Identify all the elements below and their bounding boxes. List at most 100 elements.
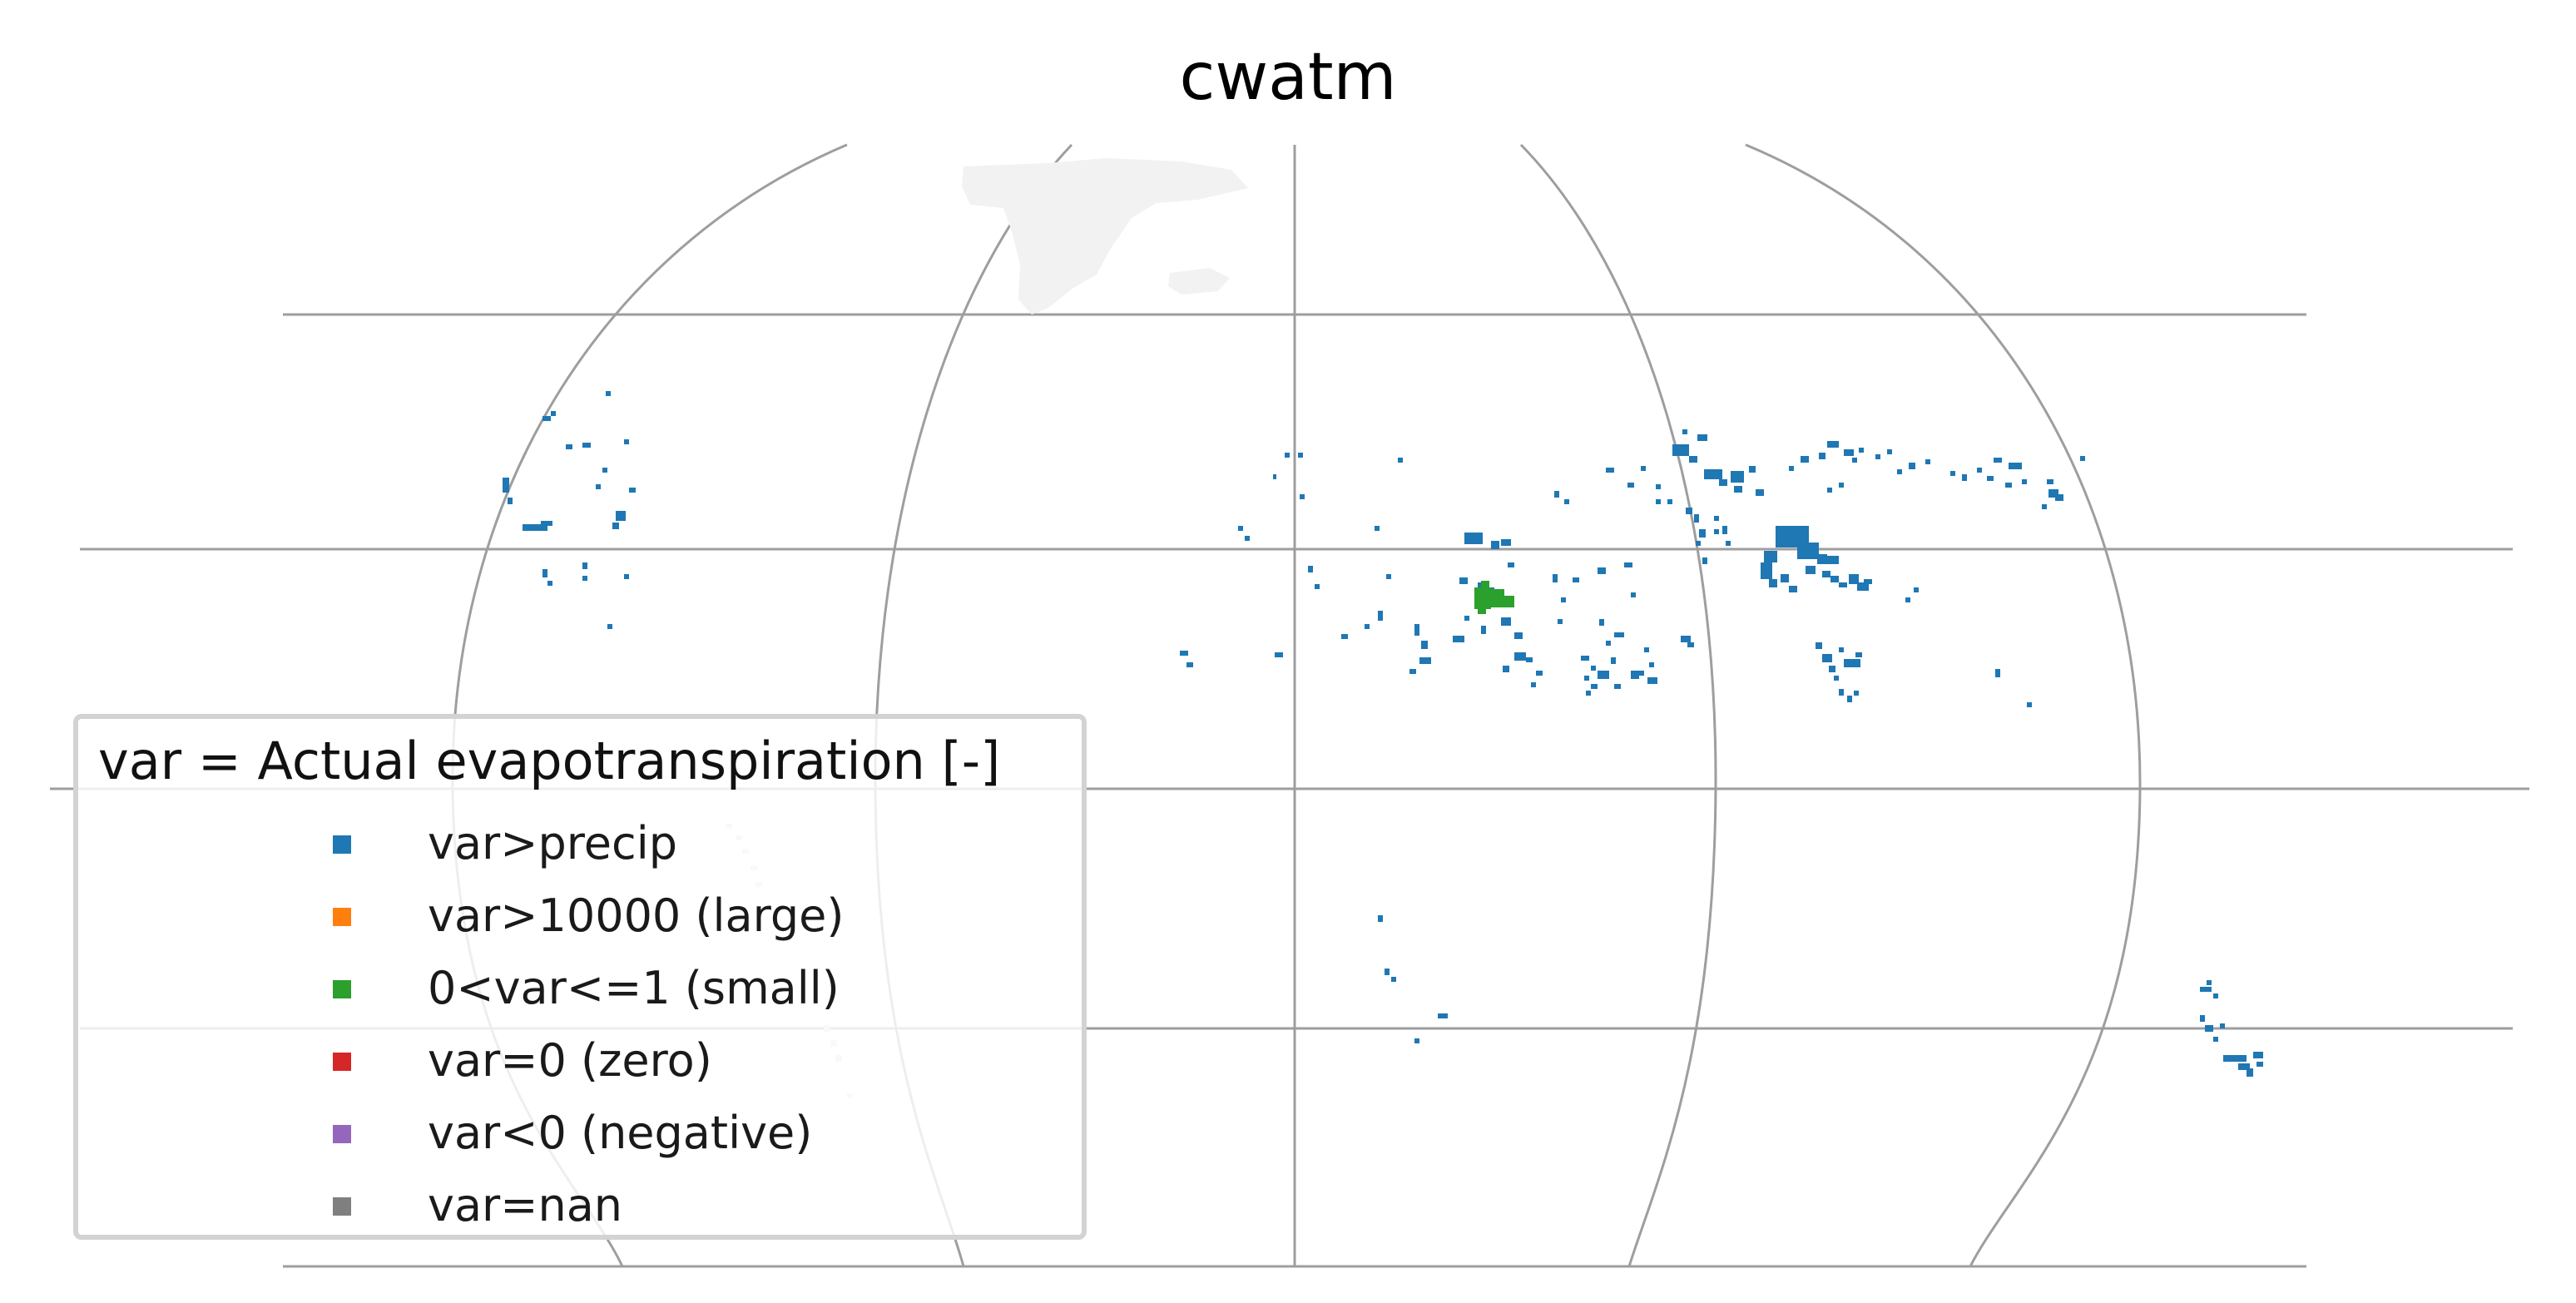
data-cell — [2005, 483, 2012, 488]
landmass-shape — [962, 158, 1248, 315]
data-cell — [1844, 449, 1854, 456]
data-cell — [1704, 469, 1722, 479]
data-cell — [1606, 641, 1611, 646]
data-cell — [1849, 574, 1859, 584]
data-cell — [1995, 669, 2000, 677]
data-cell — [1508, 562, 1514, 567]
data-cell — [1839, 647, 1844, 652]
land-shading — [962, 158, 1248, 315]
data-cell — [2200, 1015, 2205, 1022]
data-cell — [1681, 636, 1691, 642]
data-cell — [2048, 489, 2058, 498]
data-cell — [1731, 471, 1744, 483]
data-cell — [1909, 463, 1915, 469]
data-cell — [1438, 1013, 1448, 1018]
data-cell — [1834, 676, 1839, 681]
data-cell — [1656, 484, 1661, 489]
data-cell — [2200, 987, 2212, 992]
data-cell — [1839, 582, 1847, 587]
data-cell — [1726, 541, 1731, 546]
data-cell — [1598, 567, 1606, 574]
data-cell — [1298, 453, 1303, 458]
data-cell — [1631, 592, 1636, 597]
data-cell — [1300, 494, 1305, 499]
data-cell — [1649, 662, 1654, 667]
data-cell — [1491, 541, 1499, 549]
data-cell — [1854, 691, 1859, 696]
data-cell — [1789, 586, 1797, 592]
data-cell — [1855, 652, 1862, 657]
legend-label: var=0 (zero) — [428, 1034, 712, 1087]
data-cell — [607, 624, 612, 629]
data-cell-small — [1504, 596, 1514, 607]
legend-label: var<0 (negative) — [428, 1107, 813, 1159]
data-cell — [508, 498, 513, 504]
data-cell — [2213, 993, 2218, 998]
legend-label: var=nan — [428, 1179, 623, 1231]
data-cell — [1459, 577, 1468, 584]
legend-title: var = Actual evapotranspiration [-] — [98, 731, 1001, 791]
data-cell — [1962, 474, 1967, 481]
data-cell — [1950, 471, 1955, 476]
data-cell — [2047, 479, 2053, 484]
data-cell — [1514, 652, 1526, 661]
data-cell — [1696, 541, 1701, 546]
data-cell — [2055, 494, 2063, 501]
data-cell — [606, 391, 611, 396]
data-cell — [582, 576, 587, 581]
data-cell — [1672, 444, 1689, 456]
data-cell — [1827, 488, 1832, 493]
data-cell — [1839, 483, 1844, 488]
data-cell — [1385, 969, 1390, 975]
data-cell — [1734, 486, 1742, 493]
legend-swatch — [333, 980, 351, 998]
data-cell — [2042, 504, 2047, 509]
data-cell — [1238, 526, 1243, 531]
data-cell — [1501, 539, 1511, 546]
data-cell — [1806, 566, 1816, 574]
data-cell — [1925, 459, 1930, 464]
data-cell — [1536, 671, 1543, 676]
data-cell — [1614, 632, 1624, 637]
data-cell — [2256, 1062, 2263, 1067]
data-cell — [1687, 642, 1694, 647]
data-cell — [1554, 491, 1559, 498]
data-cell — [1503, 666, 1509, 672]
data-cell — [1409, 669, 1416, 674]
data-cell — [2207, 980, 2212, 985]
data-cell — [1245, 536, 1250, 541]
data-cell — [1819, 453, 1825, 459]
data-cell — [1561, 597, 1566, 602]
data-cell — [1378, 611, 1383, 621]
data-cell — [2080, 456, 2085, 461]
data-cell — [616, 511, 626, 521]
data-cell — [1386, 574, 1391, 579]
data-cell — [1599, 619, 1604, 626]
data-cell — [1844, 659, 1860, 667]
data-cell-small — [1474, 587, 1491, 609]
data-cell — [542, 416, 551, 421]
data-cell — [1847, 696, 1852, 702]
data-cell — [1365, 624, 1370, 629]
data-cell — [1591, 684, 1598, 689]
data-cell — [1558, 619, 1563, 624]
data-cell — [1822, 654, 1832, 662]
data-cell — [1624, 562, 1632, 567]
data-cell — [542, 569, 547, 577]
landmass-shape — [1168, 268, 1230, 295]
data-cell — [547, 581, 552, 586]
data-cell — [1611, 657, 1616, 664]
data-cell — [1341, 634, 1348, 639]
data-cell — [566, 444, 572, 449]
data-cell — [612, 523, 619, 529]
data-cell — [1644, 647, 1649, 652]
data-cell — [2022, 479, 2027, 484]
legend-label: var>10000 (large) — [428, 889, 845, 942]
legend-swatch — [333, 1197, 351, 1216]
data-cell — [2009, 463, 2022, 469]
data-cell — [1481, 626, 1486, 634]
data-cell — [2205, 1025, 2213, 1032]
data-cell — [1897, 469, 1902, 474]
data-cell — [1639, 671, 1644, 676]
legend-label: 0<var<=1 (small) — [428, 962, 840, 1014]
